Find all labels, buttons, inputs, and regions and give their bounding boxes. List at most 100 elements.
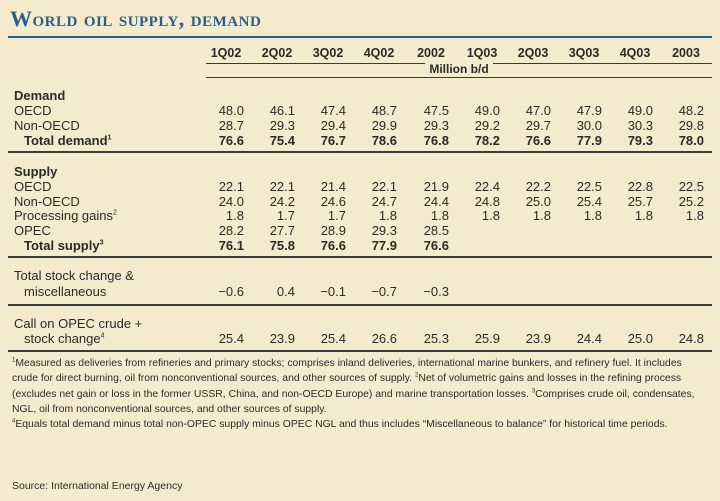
column-header-2003: 2003 — [672, 46, 700, 60]
table-cell: 75.4 — [269, 133, 295, 148]
table-cell: 1.8 — [583, 208, 602, 223]
table-cell: 28.2 — [218, 223, 244, 238]
table-cell: 1.8 — [634, 208, 653, 223]
column-header-2Q02: 2Q02 — [261, 46, 293, 60]
supply-oecd-label: OECD — [14, 179, 52, 194]
supply-heading: Supply — [14, 164, 58, 179]
table-cell: 21.9 — [423, 179, 449, 194]
table-cell: 1.8 — [430, 208, 449, 223]
total-supply-label: Total supply3 — [24, 238, 104, 253]
stock-change-label-2: miscellaneous — [24, 284, 107, 299]
table-cell: 24.8 — [678, 331, 704, 346]
table-cell: 47.5 — [423, 103, 449, 118]
table-cell: 78.2 — [474, 133, 500, 148]
table-cell: 1.7 — [327, 208, 346, 223]
table-cell: 25.9 — [474, 331, 500, 346]
table-cell: 76.1 — [218, 238, 244, 253]
table-cell: 22.1 — [371, 179, 397, 194]
table-cell: 75.8 — [269, 238, 295, 253]
footnote-3: Comprises crude oil, condensates, NGL, o… — [12, 388, 695, 415]
table-cell: 28.9 — [320, 223, 346, 238]
table-cell: 1.7 — [276, 208, 295, 223]
table-cell: 23.9 — [269, 331, 295, 346]
footnote-1: Measured as deliveries from refineries a… — [12, 358, 682, 385]
column-header-4Q02: 4Q02 — [363, 46, 395, 60]
table-cell: 24.6 — [320, 194, 346, 209]
table-cell: 25.3 — [423, 331, 449, 346]
total-demand-label: Total demand1 — [24, 133, 112, 148]
table-cell: 25.4 — [576, 194, 602, 209]
table-cell: 25.4 — [320, 331, 346, 346]
column-header-3Q03: 3Q03 — [568, 46, 600, 60]
call-on-opec-label-2: stock change4 — [24, 331, 105, 346]
table-cell: 22.4 — [474, 179, 500, 194]
unit-label: Million b/d — [206, 62, 712, 76]
table-cell: 47.0 — [525, 103, 551, 118]
stock-change-label-1: Total stock change & — [14, 268, 134, 283]
table-cell: 76.7 — [320, 133, 346, 148]
column-header-2Q03: 2Q03 — [517, 46, 549, 60]
table-cell: 28.5 — [423, 223, 449, 238]
table-cell: 23.9 — [525, 331, 551, 346]
table-cell: 1.8 — [225, 208, 244, 223]
table-cell: 76.6 — [320, 238, 346, 253]
table-cell: 1.8 — [481, 208, 500, 223]
table-cell: 49.0 — [627, 103, 653, 118]
table-cell: 25.0 — [525, 194, 551, 209]
table-cell: 1.8 — [532, 208, 551, 223]
divider — [8, 256, 712, 258]
table-cell: 22.5 — [678, 179, 704, 194]
table-cell: 28.7 — [218, 118, 244, 133]
table-cell: 21.4 — [320, 179, 346, 194]
table-cell: 24.2 — [269, 194, 295, 209]
footnote-2: Net of volumetric gains and losses in th… — [12, 373, 682, 400]
title-rule — [8, 36, 712, 38]
table-cell: 47.9 — [576, 103, 602, 118]
table-cell: 49.0 — [474, 103, 500, 118]
table-cell: 76.6 — [423, 238, 449, 253]
divider — [8, 350, 712, 352]
table-cell: 30.3 — [627, 118, 653, 133]
column-header-4Q03: 4Q03 — [619, 46, 651, 60]
table-cell: 29.8 — [678, 118, 704, 133]
table-cell: 1.8 — [378, 208, 397, 223]
table-cell: 48.0 — [218, 103, 244, 118]
table-title: World oil supply, demand — [10, 6, 262, 31]
divider — [8, 304, 712, 306]
demand-oecd-label: OECD — [14, 103, 52, 118]
table-cell: 24.0 — [218, 194, 244, 209]
table-cell: 76.6 — [218, 133, 244, 148]
table-cell: 25.7 — [627, 194, 653, 209]
column-header-1Q02: 1Q02 — [210, 46, 242, 60]
table-cell: 1.8 — [685, 208, 704, 223]
column-header-2002: 2002 — [417, 46, 445, 60]
table-cell: −0.6 — [218, 284, 244, 299]
table-cell: 25.0 — [627, 331, 653, 346]
column-header-1Q03: 1Q03 — [466, 46, 498, 60]
table-cell: 22.5 — [576, 179, 602, 194]
source-note: Source: International Energy Agency — [12, 480, 183, 492]
table-cell: 22.8 — [627, 179, 653, 194]
opec-label: OPEC — [14, 223, 51, 238]
table-cell: 77.9 — [576, 133, 602, 148]
table-cell: 29.7 — [525, 118, 551, 133]
footnote-4: Equals total demand minus total non-OPEC… — [15, 419, 668, 431]
table-cell: 25.2 — [678, 194, 704, 209]
table-cell: 26.6 — [371, 331, 397, 346]
table-cell: 22.2 — [525, 179, 551, 194]
column-header-3Q02: 3Q02 — [312, 46, 344, 60]
demand-non-oecd-label: Non-OECD — [14, 118, 80, 133]
table-cell: 29.4 — [320, 118, 346, 133]
table-cell: 78.6 — [371, 133, 397, 148]
table-cell: 76.6 — [525, 133, 551, 148]
table-cell: 25.4 — [218, 331, 244, 346]
table-cell: 48.7 — [371, 103, 397, 118]
table-cell: 24.4 — [423, 194, 449, 209]
processing-gains-label: Processing gains2 — [14, 208, 117, 223]
table-cell: 24.7 — [371, 194, 397, 209]
table-cell: 29.3 — [269, 118, 295, 133]
table-cell: 30.0 — [576, 118, 602, 133]
table-cell: 47.4 — [320, 103, 346, 118]
table-cell: 22.1 — [269, 179, 295, 194]
table-cell: 24.4 — [576, 331, 602, 346]
